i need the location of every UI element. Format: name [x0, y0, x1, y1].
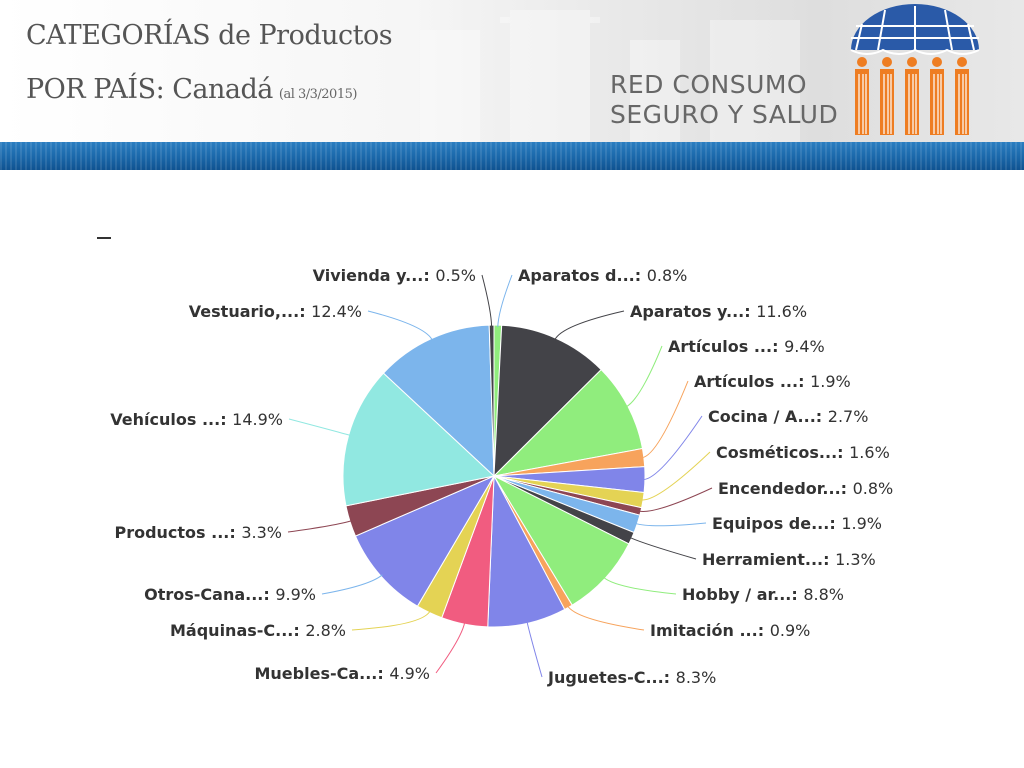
data-label-value: 4.9% — [389, 664, 430, 683]
data-label-value: 1.3% — [835, 550, 876, 569]
page-title-date: (al 3/3/2015) — [278, 87, 358, 102]
data-label-category: Aparatos d...: — [518, 266, 647, 285]
data-label-value: 8.8% — [803, 585, 844, 604]
connector-line — [351, 610, 431, 631]
data-label-category: Productos ...: — [114, 523, 241, 542]
data-label: Muebles-Ca...: 4.9% — [254, 664, 430, 683]
data-label: Cocina / A...: 2.7% — [708, 407, 868, 426]
chart-title — [97, 237, 111, 239]
data-label-value: 9.4% — [784, 337, 825, 356]
connector-line — [288, 418, 351, 436]
connector-line — [642, 415, 703, 481]
data-label-value: 0.5% — [435, 266, 476, 285]
connector-line — [567, 605, 645, 631]
people-icon — [855, 57, 969, 135]
data-label: Vehículos ...: 14.9% — [110, 410, 283, 429]
connector-line — [321, 574, 383, 595]
data-label-category: Otros-Cana...: — [144, 585, 275, 604]
data-label-category: Juguetes-C...: — [547, 668, 676, 687]
data-label-category: Equipos de...: — [712, 514, 841, 533]
pie-chart-svg: Aparatos d...: 0.8%Aparatos y...: 11.6%A… — [110, 266, 893, 687]
data-label-value: 0.8% — [853, 479, 894, 498]
building-watermark-icon — [420, 10, 800, 142]
data-label-category: Herramient...: — [702, 550, 835, 569]
page-title-text: POR PAÍS: Canadá — [26, 74, 273, 105]
data-label-value: 14.9% — [232, 410, 283, 429]
data-label-category: Artículos ...: — [668, 337, 784, 356]
connector-line — [640, 451, 711, 501]
data-label: Equipos de...: 1.9% — [712, 514, 882, 533]
data-label-category: Encendedor...: — [718, 479, 853, 498]
data-label-category: Artículos ...: — [694, 372, 810, 391]
data-label: Imitación ...: 0.9% — [650, 621, 810, 640]
data-label: Herramient...: 1.3% — [702, 550, 876, 569]
data-label: Aparatos y...: 11.6% — [630, 302, 807, 321]
connector-line — [554, 310, 625, 341]
brand-name: RED CONSUMO SEGURO Y SALUD — [610, 70, 838, 130]
connector-line — [635, 522, 707, 527]
data-label-value: 9.9% — [275, 585, 316, 604]
connector-line — [638, 487, 713, 512]
data-label: Aparatos d...: 0.8% — [518, 266, 687, 285]
connector-line — [526, 621, 543, 678]
data-label-value: 12.4% — [311, 302, 362, 321]
data-label-value: 11.6% — [756, 302, 807, 321]
pie-chart: Aparatos d...: 0.8% Aparatos y...: 11.6% A… — [0, 170, 1024, 768]
data-label-value: 3.3% — [241, 523, 282, 542]
data-label: Juguetes-C...: 8.3% — [547, 668, 716, 687]
data-label-value: 0.9% — [770, 621, 811, 640]
data-label: Artículos ...: 9.4% — [668, 337, 825, 356]
brand-name-line-2: SEGURO Y SALUD — [610, 100, 839, 129]
data-label-category: Cocina / A...: — [708, 407, 828, 426]
data-label-value: 2.7% — [828, 407, 869, 426]
data-label-category: Hobby / ar...: — [682, 585, 803, 604]
data-label-value: 2.8% — [305, 621, 346, 640]
data-label-category: Vestuario,...: — [189, 302, 311, 321]
connector-line — [629, 536, 697, 560]
data-label: Vivienda y...: 0.5% — [313, 266, 476, 285]
data-label: Cosméticos...: 1.6% — [716, 443, 890, 462]
data-label-category: Vehículos ...: — [110, 410, 232, 429]
connector-line — [641, 380, 689, 459]
page-title-line-2: POR PAÍS: Canadá (al 3/3/2015) — [26, 74, 357, 105]
data-label-category: Aparatos y...: — [630, 302, 756, 321]
connector-line — [603, 576, 677, 595]
connector-line — [367, 310, 433, 341]
data-label-value: 1.6% — [849, 443, 890, 462]
data-label: Máquinas-C...: 2.8% — [170, 621, 346, 640]
data-label: Vestuario,...: 12.4% — [189, 302, 362, 321]
data-label-category: Vivienda y...: — [313, 266, 436, 285]
data-label-category: Muebles-Ca...: — [254, 664, 389, 683]
brand-name-line-1: RED CONSUMO — [610, 70, 808, 99]
data-label: Productos ...: 3.3% — [114, 523, 282, 542]
data-label-value: 0.8% — [647, 266, 688, 285]
header-blue-band — [0, 142, 1024, 170]
connector-line — [481, 274, 493, 328]
data-label-category: Imitación ...: — [650, 621, 770, 640]
data-label-category: Máquinas-C...: — [170, 621, 305, 640]
slide-header: CATEGORÍAS de Productos POR PAÍS: Canadá… — [0, 0, 1024, 142]
data-label-value: 1.9% — [841, 514, 882, 533]
data-label: Encendedor...: 0.8% — [718, 479, 893, 498]
connector-line — [497, 274, 513, 328]
data-label: Otros-Cana...: 9.9% — [144, 585, 316, 604]
umbrella-icon — [850, 4, 980, 55]
connector-line — [435, 622, 466, 674]
data-label-value: 8.3% — [676, 668, 717, 687]
umbrella-people-logo-icon — [850, 4, 980, 135]
connector-line — [287, 520, 352, 533]
connector-line — [625, 345, 663, 408]
data-label: Artículos ...: 1.9% — [694, 372, 851, 391]
data-label-category: Cosméticos...: — [716, 443, 849, 462]
page-title-line-1: CATEGORÍAS de Productos — [26, 20, 393, 51]
data-label-value: 1.9% — [810, 372, 851, 391]
data-label: Hobby / ar...: 8.8% — [682, 585, 844, 604]
